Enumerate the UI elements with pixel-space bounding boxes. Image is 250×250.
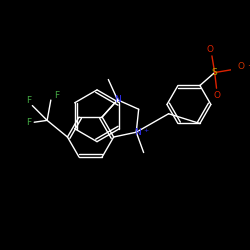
Text: F: F xyxy=(26,118,31,127)
Text: +: + xyxy=(143,128,148,133)
Text: O: O xyxy=(206,45,214,54)
Text: O: O xyxy=(214,91,221,100)
Text: O: O xyxy=(237,62,244,70)
Text: F: F xyxy=(26,96,31,106)
Text: N: N xyxy=(114,95,121,104)
Text: −: − xyxy=(248,62,250,70)
Text: N: N xyxy=(134,128,140,137)
Text: S: S xyxy=(212,68,218,77)
Text: F: F xyxy=(54,91,59,100)
